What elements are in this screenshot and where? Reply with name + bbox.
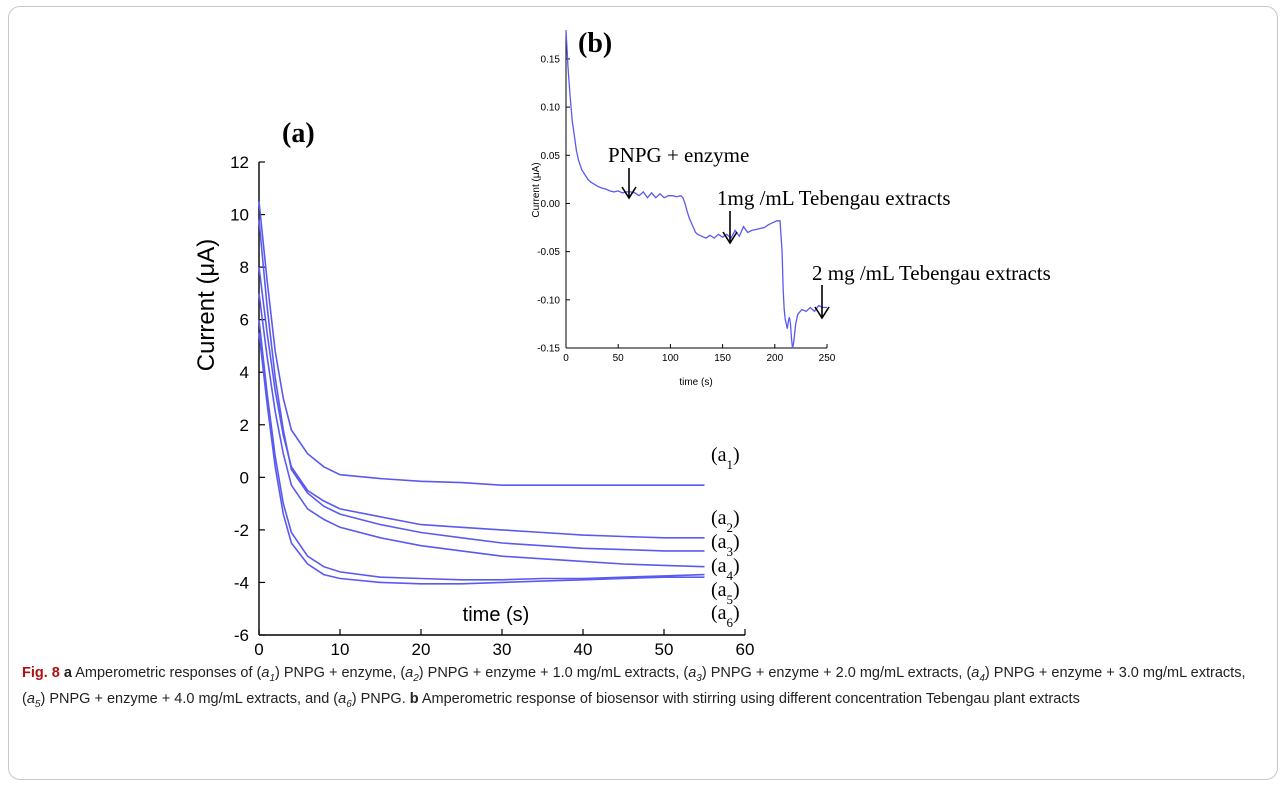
panel-a-series	[258, 201, 705, 585]
figure-caption: Fig. 8 a Amperometric responses of (a1) …	[22, 663, 1267, 715]
panel-b-x-tick-label: 150	[714, 353, 731, 364]
caption-b-label: b	[409, 690, 419, 707]
panel-b-x-tick-label: 100	[662, 353, 679, 364]
panel-b-y-tick-label: -0.05	[537, 247, 560, 258]
panel-b-annotation-2: 1mg /mL Tebengau extracts	[717, 186, 951, 210]
caption-var: a	[405, 665, 414, 681]
panel-b-series	[565, 29, 827, 349]
caption-var: a	[26, 690, 35, 707]
caption-sub: 5	[34, 698, 41, 710]
panel-a-label: (a)	[282, 118, 315, 149]
panel-b-annotation-arrowhead	[814, 306, 830, 320]
panel-a-x-tick-label: 0	[254, 640, 263, 659]
panel-b-y-tick-label: 0.05	[541, 151, 561, 162]
panel-b-y-tick-label: -0.10	[537, 295, 560, 306]
panel-b-y-tick-label: -0.15	[537, 344, 560, 355]
panel-a-x-tick-label: 30	[493, 640, 512, 659]
caption-text: ) PNPG + enzyme + 3.0 mg/mL extracts, (	[22, 665, 1246, 707]
panel-a-x-tick-label: 40	[574, 640, 593, 659]
panel-a-x-axis-label: time (s)	[463, 604, 530, 626]
panel-a-axes	[258, 162, 745, 636]
panel-a-y-tick-label: -2	[234, 521, 249, 540]
panel-a-series-label-6: (a6)	[711, 602, 740, 630]
panel-b-x-axis-label: time (s)	[679, 377, 712, 388]
panel-a-y-tick-label: 4	[240, 363, 249, 382]
panel-a-y-tick-label: -6	[234, 626, 249, 645]
caption-sub: 3	[696, 672, 702, 684]
panel-a-y-axis-label: Current (μA)	[193, 239, 220, 372]
panel-b-annotation-3: 2 mg /mL Tebengau extracts	[812, 261, 1051, 285]
panel-a-series-line-1	[258, 201, 705, 487]
caption-text: ) PNPG + enzyme + 1.0 mg/mL extracts, (	[418, 665, 689, 681]
panel-a-series-label-3: (a3)	[711, 531, 740, 559]
caption-text: Amperometric response of biosensor with …	[418, 690, 1080, 707]
panel-a-y-tick-label: 2	[240, 416, 249, 435]
panel-a-x-tick-label: 10	[331, 640, 350, 659]
caption-sub: 2	[413, 672, 419, 684]
caption-var: a	[261, 665, 270, 681]
caption-sub: 6	[346, 698, 352, 710]
panel-a-series-line-5	[258, 319, 705, 581]
panel-b-chart: (b) 0 50 100 150 200 250 -0.15 -0.10 -0.05 0.00 0.…	[531, 28, 1051, 388]
panel-b-y-tick-label: 0.00	[541, 199, 561, 210]
caption-var: a	[688, 665, 697, 681]
panel-b-annotation-arrowhead	[722, 231, 738, 245]
panel-a-series-labels: (a1) (a2)(a3)(a4)(a5)(a6)	[711, 444, 740, 630]
panel-b-x-tick-label: 250	[819, 353, 836, 364]
panel-b-y-tick-label: 0.10	[541, 103, 561, 114]
panel-a-series-label-1: (a1)	[711, 444, 740, 472]
caption-text: ) PNPG + enzyme, (	[275, 665, 406, 681]
panel-a-y-tick-label: -4	[234, 573, 249, 592]
caption-text: ) PNPG + enzyme + 2.0 mg/mL extracts, (	[701, 665, 972, 681]
panel-b-annotation-1: PNPG + enzyme	[608, 143, 749, 167]
panel-a-series-label-4: (a4)	[711, 555, 740, 583]
panel-a-x-tick-label: 50	[655, 640, 674, 659]
caption-text: ) PNPG + enzyme + 4.0 mg/mL extracts, an…	[40, 690, 339, 707]
panel-a-series-line-4	[258, 293, 705, 568]
panel-a-series-label-2: (a2)	[711, 507, 740, 535]
caption-text: Amperometric responses of (	[71, 665, 262, 681]
panel-a-series-label-5: (a5)	[711, 579, 740, 607]
caption-fig-label: Fig. 8	[22, 665, 60, 681]
panel-b-y-tick-label: 0.15	[541, 54, 561, 65]
panel-a-series-line-3	[258, 219, 705, 552]
panel-a-y-tick-label: 12	[230, 153, 249, 172]
panel-b-x-tick-label: 0	[563, 353, 569, 364]
panel-b-label: (b)	[578, 28, 612, 59]
caption-var: a	[971, 665, 980, 681]
panel-b-series-line	[565, 29, 827, 349]
panel-b-y-axis-label: Current (μA)	[531, 162, 542, 217]
panel-b-annotations: PNPG + enzyme 1mg /mL Tebengau extracts 2 …	[608, 143, 1051, 320]
panel-a-series-line-6	[258, 332, 705, 585]
panel-a-ticks: 0 10 20 30 40 50 60 -6 -4 -2 0 2 4 6 8 10 12	[230, 153, 754, 659]
figure-canvas: (a) 0 10 20 30 40 50 60 -6 -4 -2 0 2 4 6 8 10 12 (a1) (a2…	[193, 28, 1051, 659]
panel-b-axes	[565, 30, 827, 349]
panel-a-y-tick-label: 0	[240, 468, 249, 487]
panel-a-y-tick-label: 10	[230, 206, 249, 225]
caption-var: a	[338, 690, 347, 707]
panel-a-x-tick-label: 60	[736, 640, 755, 659]
panel-b-ticks: 0 50 100 150 200 250 -0.15 -0.10 -0.05 0.00 0.05 0.…	[537, 54, 836, 364]
panel-b-annotation-arrowhead	[621, 186, 637, 200]
panel-a-y-tick-label: 8	[240, 258, 249, 277]
panel-a-y-tick-label: 6	[240, 311, 249, 330]
panel-a-x-tick-label: 20	[412, 640, 431, 659]
panel-a-chart: (a) 0 10 20 30 40 50 60 -6 -4 -2 0 2 4 6 8 10 12 (a1) (a2…	[193, 118, 754, 659]
figure-frame	[8, 6, 1278, 780]
panel-b-x-tick-label: 50	[613, 353, 625, 364]
caption-sub: 1	[269, 672, 276, 684]
caption-sub: 4	[979, 672, 985, 684]
caption-a-label: a	[63, 665, 72, 681]
panel-a-series-line-2	[258, 267, 705, 539]
caption-text: ) PNPG.	[351, 690, 410, 707]
panel-b-x-tick-label: 200	[766, 353, 783, 364]
